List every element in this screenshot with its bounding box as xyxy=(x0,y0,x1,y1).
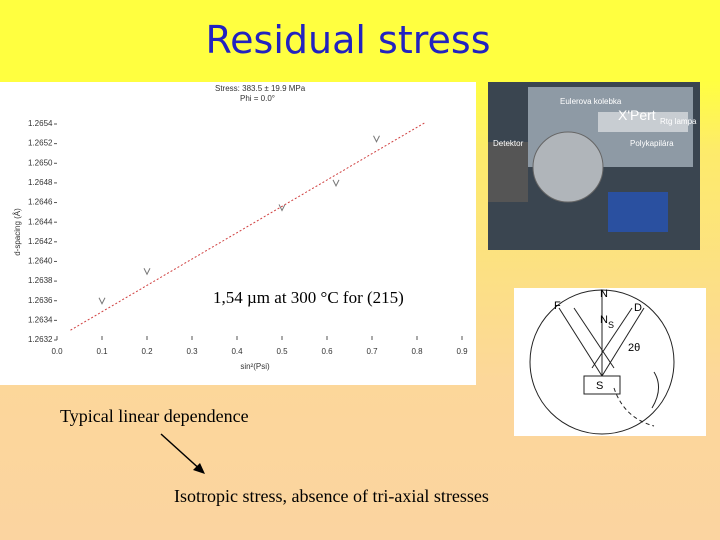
y-tick-label: 1.2652 xyxy=(28,139,53,148)
y-tick-label: 1.2638 xyxy=(28,276,53,285)
y-tick-label: 1.2646 xyxy=(28,198,53,207)
y-tick-label: 1.2654 xyxy=(28,119,53,128)
x-tick-label: 0.6 xyxy=(321,347,333,356)
diagram-label: S xyxy=(596,380,603,392)
chart-title: Stress: 383.5 ± 19.9 MPa xyxy=(215,84,306,93)
x-tick-label: 0.3 xyxy=(186,347,198,356)
photo-label: Detektor xyxy=(493,139,524,148)
diagram-label: 2θ xyxy=(628,342,640,354)
geometry-diagram: N F D N S 2θ S xyxy=(514,288,706,436)
diagram-label: N xyxy=(600,314,608,326)
x-tick-label: 0.4 xyxy=(231,347,243,356)
y-tick-label: 1.2648 xyxy=(28,178,53,187)
y-tick-label: 1.2644 xyxy=(28,217,53,226)
y-tick-label: 1.2650 xyxy=(28,158,53,167)
data-point xyxy=(332,179,340,188)
y-tick-label: 1.2640 xyxy=(28,257,53,266)
data-point xyxy=(143,268,151,276)
photo-label: Polykapilára xyxy=(630,139,674,148)
photo-label: X'Pert xyxy=(618,107,656,123)
x-tick-label: 0.8 xyxy=(411,347,423,356)
x-tick-label: 0.5 xyxy=(276,347,288,356)
caption: Isotropic stress, absence of tri-axial s… xyxy=(174,486,489,506)
data-point xyxy=(373,135,380,143)
instrument-photo: Eulerova kolebka X'Pert Rtg lampa Detekt… xyxy=(488,82,700,250)
chart-annotation: 1,54 µm at 300 °C for (215) xyxy=(213,288,404,307)
diagram-label: S xyxy=(608,320,614,330)
x-tick-label: 0.7 xyxy=(366,347,378,356)
diagram-label: F xyxy=(554,300,561,312)
x-tick-label: 0.9 xyxy=(456,347,468,356)
chart: Stress: 383.5 ± 19.9 MPa Phi = 0.0° sin²… xyxy=(0,82,476,385)
data-point xyxy=(98,297,106,305)
y-tick-label: 1.2632 xyxy=(28,335,53,344)
fit-line xyxy=(70,121,427,331)
diagram-label: N xyxy=(600,288,608,300)
y-axis-label: d-spacing (Å) xyxy=(13,208,22,256)
x-tick-label: 0.1 xyxy=(96,347,108,356)
photo-label: Eulerova kolebka xyxy=(560,97,622,106)
x-tick-label: 0.2 xyxy=(141,347,153,356)
y-tick-label: 1.2636 xyxy=(28,296,53,305)
x-axis-label: sin²(Psi) xyxy=(240,362,270,371)
diagram-label: D xyxy=(634,302,642,314)
photo-label: Rtg lampa xyxy=(660,117,697,126)
chart-subtitle: Phi = 0.0° xyxy=(240,94,275,103)
caption: Typical linear dependence xyxy=(60,406,249,426)
slide-title: Residual stress xyxy=(205,18,491,62)
y-tick-label: 1.2642 xyxy=(28,237,53,246)
x-tick-label: 0.0 xyxy=(51,347,63,356)
y-tick-label: 1.2634 xyxy=(28,315,53,324)
arrow xyxy=(160,433,205,474)
data-point xyxy=(278,204,286,212)
